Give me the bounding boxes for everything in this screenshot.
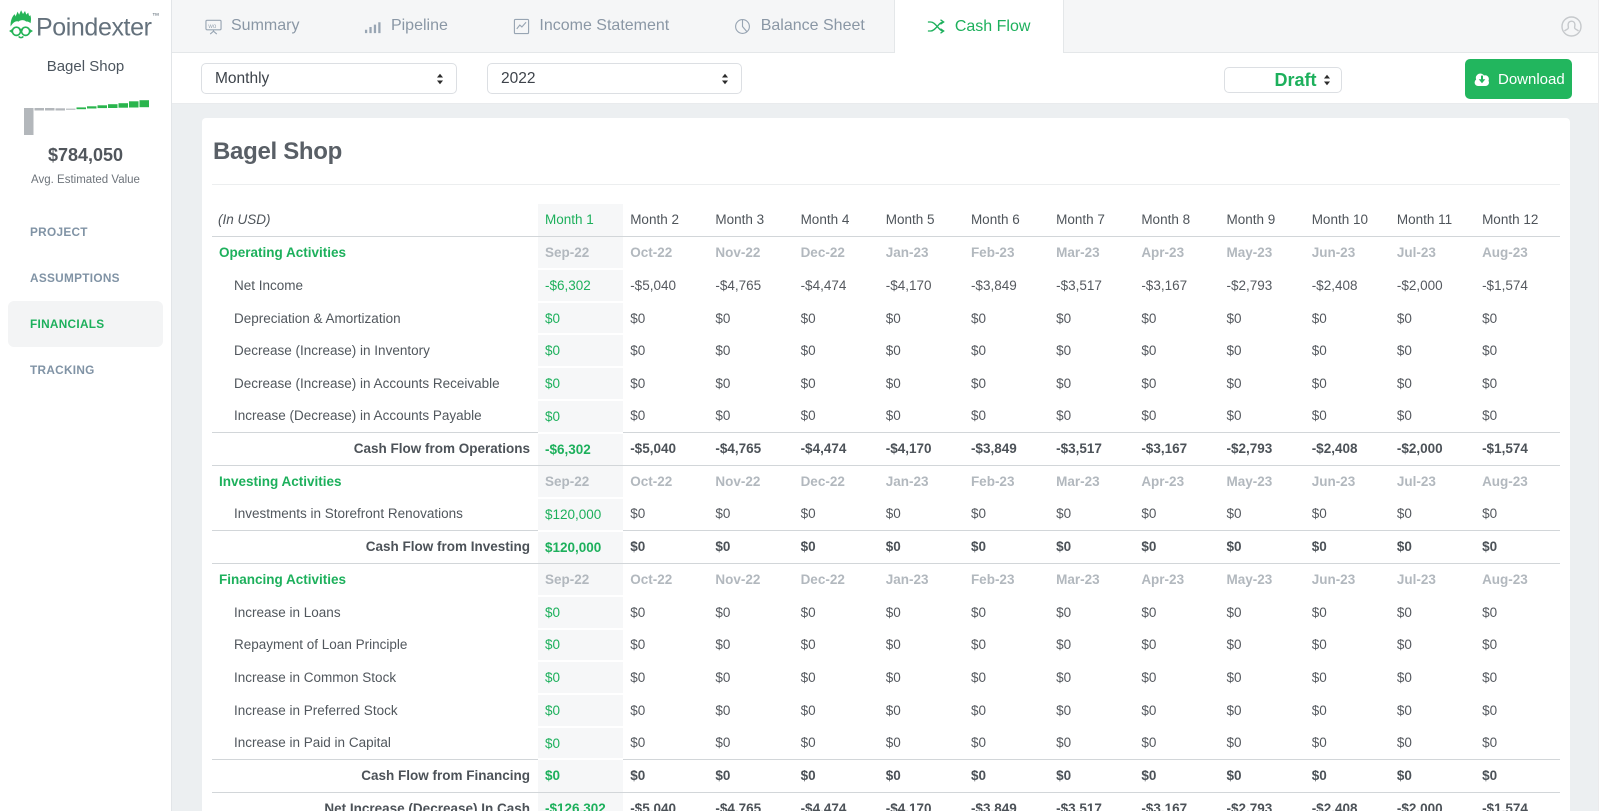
svg-text:wo: wo [207, 22, 216, 29]
svg-text:™: ™ [152, 11, 160, 20]
svg-text:Poindexter: Poindexter [36, 14, 152, 42]
